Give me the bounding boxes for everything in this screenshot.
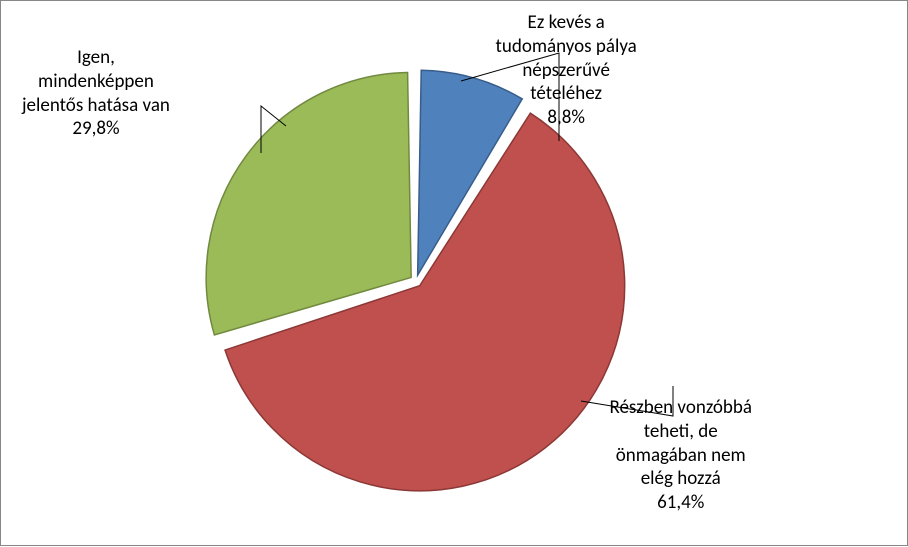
pie-slice-igen <box>206 72 411 334</box>
pie-chart-container: Ez kevés a tudományos pálya népszerűvé t… <box>0 0 908 546</box>
slice-label-keves: Ez kevés a tudományos pálya népszerűvé t… <box>496 11 637 130</box>
slice-label-igen: Igen, mindenképpen jelentős hatása van 2… <box>22 46 170 141</box>
slice-label-reszben: Részben vonzóbbá teheti, de önmagában ne… <box>610 396 753 515</box>
